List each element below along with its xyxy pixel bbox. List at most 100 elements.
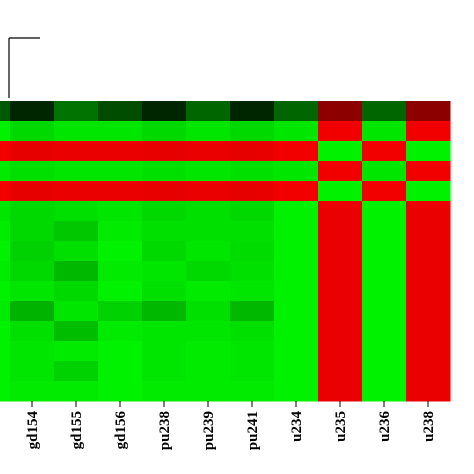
heatmap-cell — [406, 181, 451, 202]
heatmap-cell — [98, 301, 143, 322]
heatmap-cell — [406, 101, 451, 122]
heatmap-cell — [274, 261, 319, 282]
heatmap-cell — [142, 141, 187, 162]
heatmap-cell — [98, 121, 143, 142]
heatmap-cell — [186, 261, 231, 282]
heatmap-cell — [54, 181, 99, 202]
x-tick-label: u234 — [289, 411, 305, 442]
heatmap-cell — [10, 281, 55, 302]
heatmap-cell — [318, 161, 363, 182]
heatmap-cell — [318, 321, 363, 342]
heatmap-cell — [318, 221, 363, 242]
heatmap-cell — [10, 181, 55, 202]
heatmap-cell — [362, 361, 407, 382]
heatmap-cell — [0, 301, 11, 322]
heatmap-cell — [186, 201, 231, 222]
heatmap-cell — [54, 341, 99, 362]
heatmap-cell — [274, 301, 319, 322]
heatmap-cell — [318, 241, 363, 262]
heatmap-cell — [230, 281, 275, 302]
heatmap-cell — [142, 241, 187, 262]
heatmap-cell — [230, 301, 275, 322]
heatmap-cell — [54, 281, 99, 302]
x-tick-label: gd154 — [25, 411, 41, 450]
heatmap-cell — [230, 181, 275, 202]
heatmap-cell — [10, 261, 55, 282]
heatmap-cell — [318, 201, 363, 222]
heatmap-cell — [230, 121, 275, 142]
heatmap-cell — [0, 241, 11, 262]
heatmap-cell — [318, 361, 363, 382]
heatmap-cell — [142, 121, 187, 142]
heatmap-cell — [274, 101, 319, 122]
x-tick-label: gd156 — [113, 411, 129, 450]
heatmap-cell — [274, 121, 319, 142]
heatmap-cell — [0, 261, 11, 282]
heatmap-cell — [142, 201, 187, 222]
heatmap-cell — [406, 121, 451, 142]
heatmap-cell — [230, 161, 275, 182]
heatmap-cell — [274, 321, 319, 342]
heatmap-cell — [98, 261, 143, 282]
heatmap-cell — [318, 341, 363, 362]
heatmap-cell — [274, 381, 319, 402]
heatmap-cell — [98, 361, 143, 382]
heatmap-cell — [54, 101, 99, 122]
heatmap-cell — [0, 121, 11, 142]
heatmap-cell — [142, 381, 187, 402]
heatmap-cell — [318, 181, 363, 202]
heatmap-cell — [0, 381, 11, 402]
heatmap-cell — [54, 141, 99, 162]
heatmap-cell — [186, 341, 231, 362]
heatmap-cell — [230, 361, 275, 382]
heatmap-cell — [54, 221, 99, 242]
heatmap-cell — [318, 301, 363, 322]
heatmap-cell — [142, 261, 187, 282]
heatmap-cell — [362, 281, 407, 302]
heatmap-cell — [186, 241, 231, 262]
heatmap-cell — [10, 201, 55, 222]
heatmap-cells — [0, 101, 451, 402]
heatmap-cell — [98, 141, 143, 162]
heatmap-cell — [362, 221, 407, 242]
heatmap-cell — [98, 161, 143, 182]
x-tick-marks — [31, 401, 429, 407]
heatmap-cell — [186, 181, 231, 202]
heatmap-cell — [10, 361, 55, 382]
heatmap-cell — [230, 241, 275, 262]
heatmap-cell — [230, 321, 275, 342]
heatmap-cell — [98, 241, 143, 262]
x-tick-label: pu239 — [201, 411, 217, 450]
heatmap-cell — [98, 201, 143, 222]
x-tick-label: u236 — [377, 411, 393, 442]
heatmap-cell — [362, 181, 407, 202]
heatmap-cell — [362, 201, 407, 222]
heatmap-cell — [10, 321, 55, 342]
heatmap-cell — [10, 341, 55, 362]
heatmap-cell — [362, 301, 407, 322]
heatmap-cell — [186, 281, 231, 302]
heatmap-cell — [362, 121, 407, 142]
heatmap-cell — [54, 161, 99, 182]
heatmap-cell — [406, 221, 451, 242]
heatmap-cell — [274, 361, 319, 382]
heatmap-cell — [186, 161, 231, 182]
heatmap-cell — [0, 101, 11, 122]
heatmap-cell — [0, 281, 11, 302]
heatmap-cell — [186, 121, 231, 142]
heatmap-cell — [362, 321, 407, 342]
heatmap-cell — [362, 341, 407, 362]
heatmap-cell — [406, 321, 451, 342]
heatmap-cell — [10, 301, 55, 322]
heatmap-cell — [318, 141, 363, 162]
heatmap-cell — [230, 261, 275, 282]
heatmap-cell — [0, 221, 11, 242]
heatmap-cell — [142, 101, 187, 122]
heatmap-cell — [406, 341, 451, 362]
heatmap-cell — [98, 341, 143, 362]
heatmap-cell — [0, 181, 11, 202]
heatmap-cell — [230, 341, 275, 362]
heatmap-cell — [186, 101, 231, 122]
heatmap-cell — [10, 101, 55, 122]
heatmap-cell — [142, 301, 187, 322]
